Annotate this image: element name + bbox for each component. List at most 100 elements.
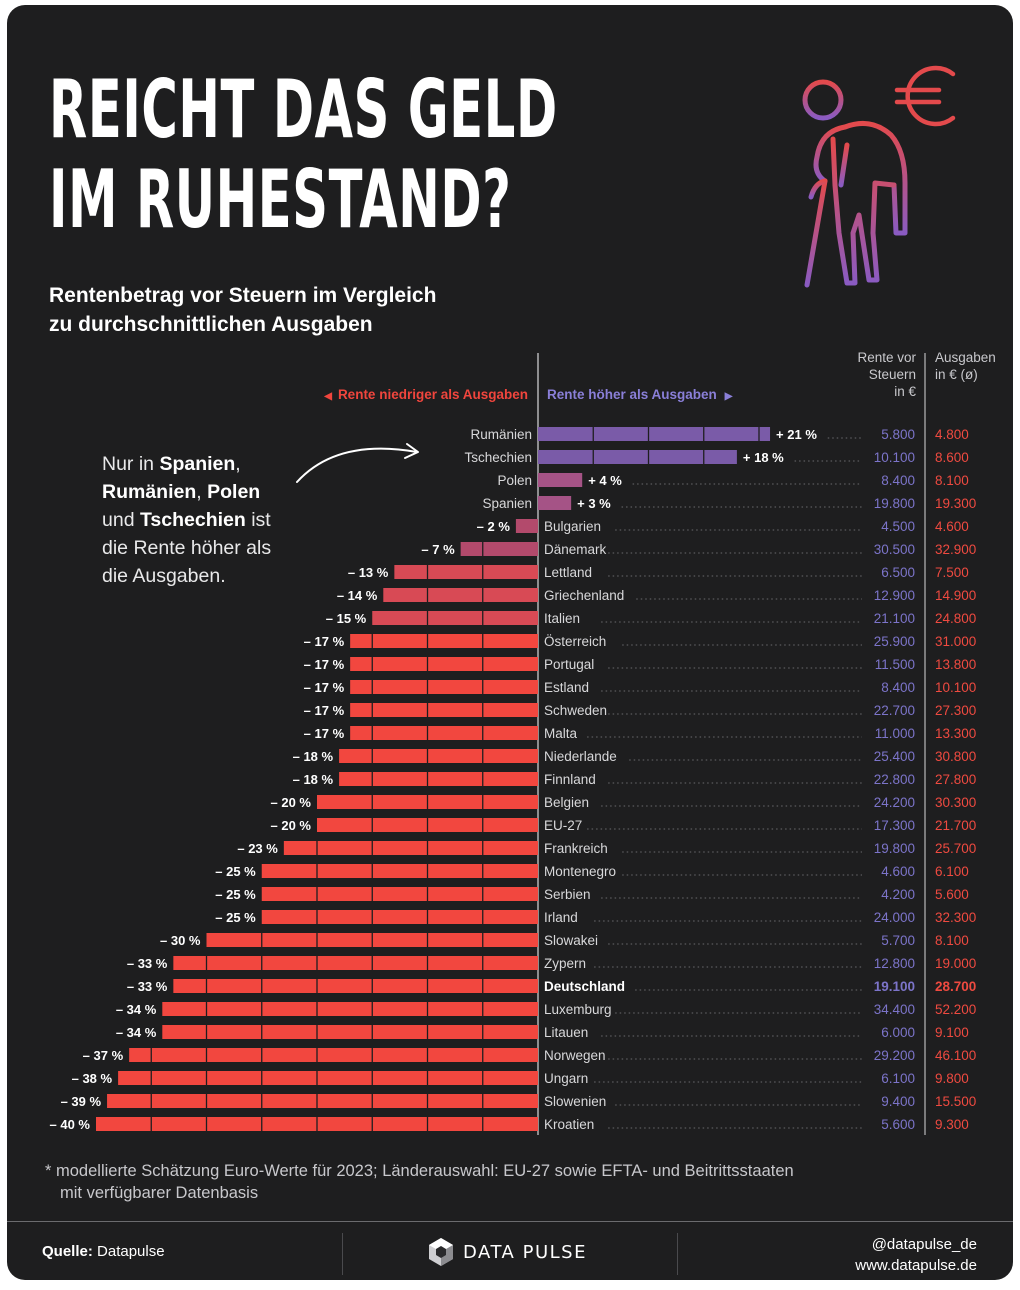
expense-value-Litauen: 9.100 [935,1025,969,1040]
country-label-Bulgarien: Bulgarien [544,519,601,534]
expense-value-Belgien: 30.300 [935,795,976,810]
pension-header-line-2: Steuern [868,367,916,382]
website-link[interactable]: www.datapulse.de [855,1257,977,1274]
expense-value-Norwegen: 46.100 [935,1048,976,1063]
legend-left-label: Rente niedriger als Ausgaben [337,387,528,402]
bar-Finnland [339,772,538,786]
data-label-Estland: – 17 % [304,680,345,695]
pension-value-Tschechien: 10.100 [874,450,915,465]
pension-value-Bulgarien: 4.500 [881,519,915,534]
expenses-header-line-1: Ausgaben [935,350,996,365]
bar-Zypern [173,956,538,970]
expense-value-Montenegro: 6.100 [935,864,969,879]
country-label-Österreich: Österreich [544,634,606,649]
source-value: Datapulse [97,1243,165,1260]
data-label-Griechenland: – 14 % [337,588,378,603]
expense-value-Malta: 13.300 [935,726,976,741]
social-links: @datapulse_de www.datapulse.de [855,1234,977,1276]
country-label-Kroatien: Kroatien [544,1117,594,1132]
expense-value-Ungarn: 9.800 [935,1071,969,1086]
bar-Serbien [261,887,538,901]
annotation-country: Spanien [159,453,236,475]
footnote-line-2: mit verfügbarer Datenbasis [60,1184,259,1202]
expense-value-Estland: 10.100 [935,680,976,695]
bar-Irland [261,910,538,924]
annotation-country: Tschechien [139,509,246,531]
bar-Norwegen [129,1048,538,1062]
expense-value-Schweden: 27.300 [935,703,976,718]
expense-value-EU-27: 21.700 [935,818,976,833]
expense-value-Rumänien: 4.800 [935,427,969,442]
country-label-Lettland: Lettland [544,565,592,580]
legend-right-label: Rente höher als Ausgaben [547,387,717,402]
social-handle[interactable]: @datapulse_de [871,1236,977,1253]
bar-Rumänien [538,427,771,441]
expense-value-Polen: 8.100 [935,473,969,488]
annotation-part: , [196,481,208,503]
datapulse-logo-icon [429,1238,453,1266]
data-label-Serbien: – 25 % [215,887,256,902]
country-label-Griechenland: Griechenland [544,588,624,603]
subtitle: Rentenbetrag vor Steuern im Vergleich zu… [49,281,569,339]
footer-separator [342,1233,343,1275]
expense-value-Niederlande: 30.800 [935,749,976,764]
data-label-Lettland: – 13 % [348,565,389,580]
bar-Estland [350,680,538,694]
expense-value-Griechenland: 14.900 [935,588,976,603]
bar-Schweden [350,703,538,717]
brand-logo: DATA PULSE [427,1235,587,1269]
data-label-Tschechien: + 18 % [743,450,784,465]
bar-Bulgarien [515,519,538,533]
expense-value-Österreich: 31.000 [935,634,976,649]
expense-value-Zypern: 19.000 [935,956,976,971]
data-label-Zypern: – 33 % [127,956,168,971]
data-label-Rumänien: + 21 % [776,427,817,442]
pension-column-header: Rente vor Steuern in € [843,349,916,400]
triangle-left-icon: ◀ [324,391,332,402]
pension-value-Polen: 8.400 [881,473,915,488]
bar-Ungarn [118,1071,538,1085]
data-label-Slowakei: – 30 % [160,933,201,948]
data-label-Kroatien: – 40 % [50,1117,91,1132]
pension-value-Zypern: 12.800 [874,956,915,971]
country-label-EU-27: EU-27 [544,818,582,833]
country-label-Finnland: Finnland [544,772,596,787]
pension-value-Griechenland: 12.900 [874,588,915,603]
annotation-part: die Rente höher als [102,537,272,559]
data-label-Montenegro: – 25 % [215,864,256,879]
bar-Österreich [350,634,538,648]
data-label-Niederlande: – 18 % [293,749,334,764]
pension-value-Serbien: 4.200 [881,887,915,902]
bar-Lettland [394,565,538,579]
pension-value-Portugal: 11.500 [875,657,915,672]
bar-Italien [372,611,538,625]
country-label-Belgien: Belgien [544,795,589,810]
country-label-Zypern: Zypern [544,956,586,971]
data-label-Dänemark: – 7 % [421,542,455,557]
footnote-line-1: * modellierte Schätzung Euro-Werte für 2… [45,1162,794,1180]
pension-value-Slowenien: 9.400 [881,1094,915,1109]
expense-value-Slowenien: 15.500 [935,1094,976,1109]
expense-value-Kroatien: 9.300 [935,1117,969,1132]
bar-Litauen [162,1025,539,1039]
expense-value-Spanien: 19.300 [935,496,976,511]
annotation-part: ist [245,509,271,531]
country-label-Rumänien: Rumänien [470,427,532,442]
pension-value-Irland: 24.000 [874,910,915,925]
pension-value-Montenegro: 4.600 [881,864,915,879]
bar-Luxemburg [162,1002,539,1016]
country-label-Malta: Malta [544,726,578,741]
subtitle-line-2: zu durchschnittlichen Ausgaben [49,313,373,336]
bar-Montenegro [261,864,538,878]
annotation-country: Polen [207,481,261,503]
bar-chart: + 21 % Rumänien 5.800 4.800 + 18 % Tschechien… [50,353,976,1135]
country-label-Portugal: Portugal [544,657,594,672]
footer-divider [7,1221,1013,1222]
country-label-Slowenien: Slowenien [544,1094,606,1109]
euro-icon [894,65,956,127]
elderly-person-with-cane-icon [802,79,908,288]
country-label-Polen: Polen [497,473,532,488]
country-label-Ungarn: Ungarn [544,1071,588,1086]
pension-value-Spanien: 19.800 [874,496,915,511]
country-label-Slowakei: Slowakei [544,933,598,948]
